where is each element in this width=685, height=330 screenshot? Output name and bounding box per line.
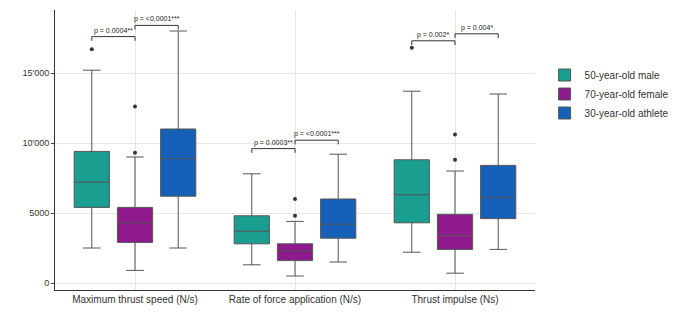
svg-text:p = 0.004*: p = 0.004* <box>461 24 493 32</box>
svg-text:Rate of force application (N/s: Rate of force application (N/s) <box>229 294 361 305</box>
svg-text:70-year-old female: 70-year-old female <box>585 89 669 100</box>
svg-text:0: 0 <box>44 278 49 288</box>
svg-text:p = 0.002*: p = 0.002* <box>417 31 449 39</box>
svg-text:p = 0.0003**: p = 0.0003** <box>254 139 293 147</box>
svg-text:15'000: 15'000 <box>22 68 49 78</box>
svg-text:p = <0.0001***: p = <0.0001*** <box>294 130 340 138</box>
svg-text:5000: 5000 <box>29 208 49 218</box>
svg-text:p = 0.0004**: p = 0.0004** <box>94 27 133 35</box>
svg-text:10'000: 10'000 <box>22 138 49 148</box>
svg-text:p = <0.0001***: p = <0.0001*** <box>134 15 180 23</box>
svg-text:50-year-old male: 50-year-old male <box>585 70 660 81</box>
svg-text:Thrust impulse (Ns): Thrust impulse (Ns) <box>411 294 498 305</box>
svg-text:30-year-old athlete: 30-year-old athlete <box>585 108 669 119</box>
svg-text:Maximum thrust speed (N/s): Maximum thrust speed (N/s) <box>72 294 198 305</box>
